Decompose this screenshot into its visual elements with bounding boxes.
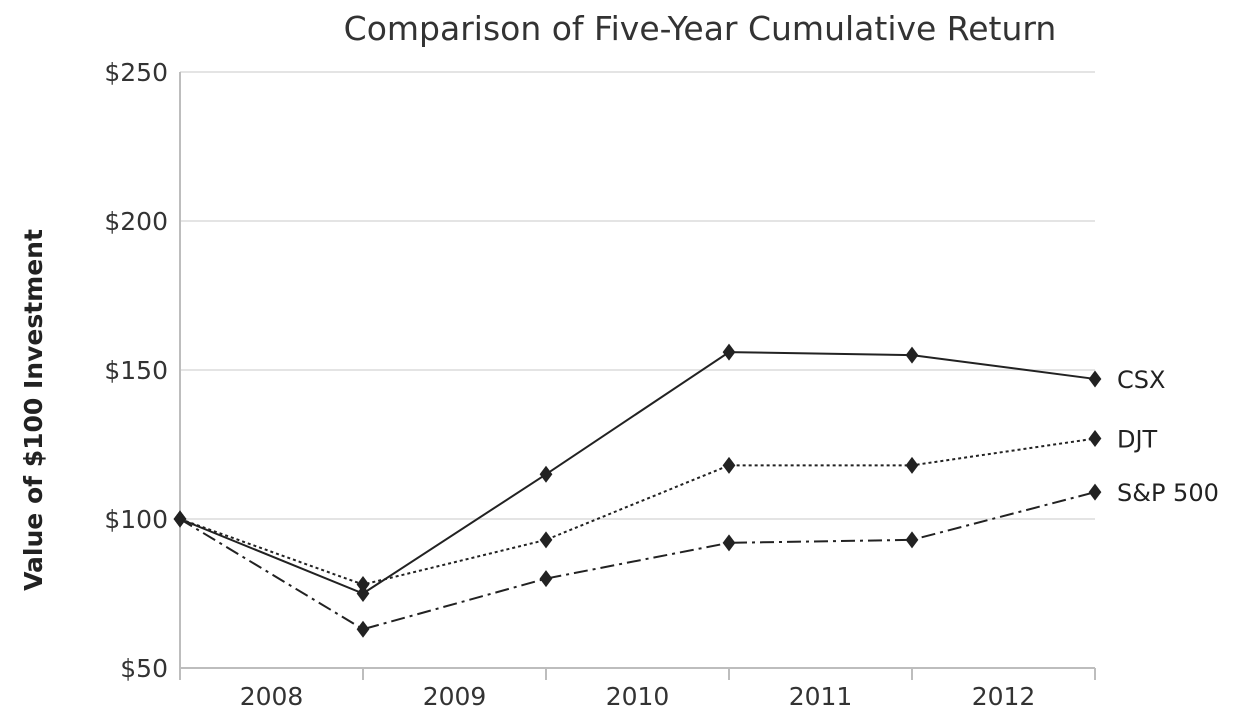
axes: [179, 72, 1096, 680]
data-point: [356, 620, 370, 638]
y-tick-label: $200: [104, 207, 168, 236]
x-tick-labels: 2008 2009 2010 2011 2012: [240, 682, 1036, 711]
data-point: [1088, 430, 1102, 448]
series-line: [179, 351, 1096, 595]
series: CSX DJT S&P 500: [173, 343, 1219, 638]
series-djt: DJT: [173, 426, 1158, 594]
data-point: [1088, 483, 1102, 501]
data-point: [539, 465, 553, 483]
data-point: [539, 570, 553, 588]
data-point: [173, 510, 187, 528]
series-label: DJT: [1117, 426, 1158, 454]
series-line: [179, 437, 1096, 586]
data-point: [905, 456, 919, 474]
x-tick-label: 2009: [423, 682, 487, 711]
x-tick-label: 2012: [972, 682, 1036, 711]
data-point: [539, 531, 553, 549]
x-tick-label: 2010: [606, 682, 670, 711]
data-point: [905, 346, 919, 364]
y-tick-label: $50: [120, 654, 168, 683]
y-tick-label: $150: [104, 356, 168, 385]
y-tick-labels: $50 $100 $150 $200 $250: [104, 58, 168, 683]
y-tick-label: $250: [104, 58, 168, 87]
x-tick-label: 2011: [789, 682, 853, 711]
y-axis-label: Value of $100 Investment: [19, 229, 48, 591]
y-tick-label: $100: [104, 505, 168, 534]
data-point: [722, 456, 736, 474]
data-point: [722, 534, 736, 552]
data-point: [1088, 370, 1102, 388]
series-line: [179, 491, 1096, 631]
series-label: S&P 500: [1117, 479, 1219, 507]
data-point: [722, 343, 736, 361]
data-point: [356, 576, 370, 594]
x-tick-label: 2008: [240, 682, 304, 711]
series-label: CSX: [1117, 366, 1165, 394]
series-csx: CSX: [173, 343, 1165, 602]
gridlines: [180, 71, 1095, 520]
chart-title: Comparison of Five-Year Cumulative Retur…: [344, 9, 1057, 48]
data-point: [905, 531, 919, 549]
series-s-p-500: S&P 500: [173, 479, 1219, 638]
data-point: [356, 585, 370, 602]
